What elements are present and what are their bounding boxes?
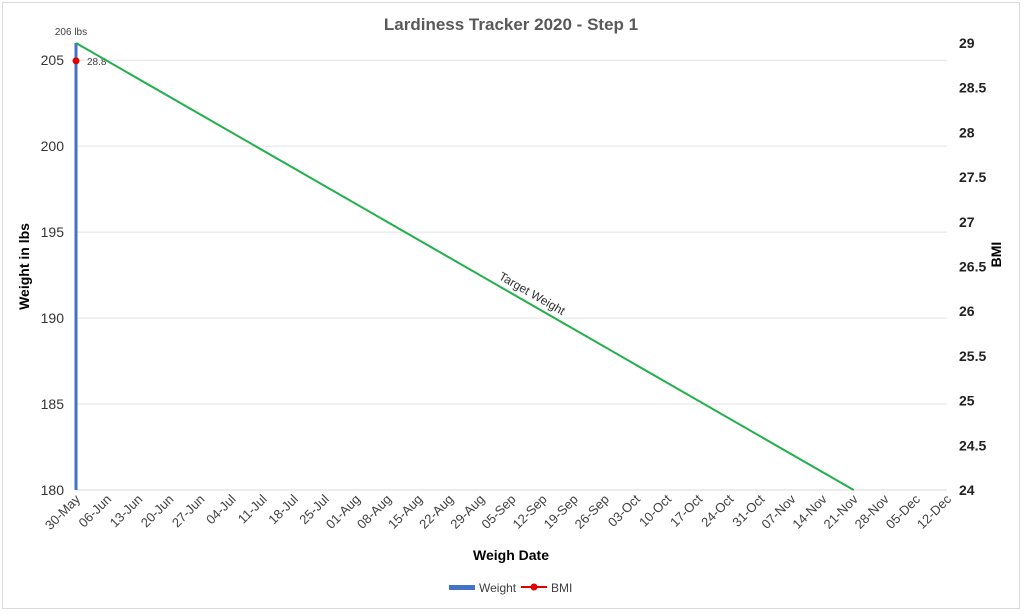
- y-axis-left-ticks: 205 200 195 190 185 180: [41, 52, 65, 498]
- x-tick-label: 10-Oct: [636, 491, 674, 529]
- y2-tick-label: 25: [959, 393, 975, 409]
- x-tick-label: 05-Sep: [478, 492, 518, 532]
- weight-data-label: 206 lbs: [55, 27, 87, 38]
- x-tick-label: 11-Jul: [235, 491, 270, 526]
- y-tick-label: 185: [41, 396, 65, 412]
- target-weight-line: [75, 42, 855, 491]
- x-tick-label: 13-Jun: [107, 492, 146, 531]
- bmi-data-label: 28.8: [87, 57, 107, 68]
- y2-tick-label: 29: [959, 35, 975, 51]
- bmi-point: [72, 57, 80, 65]
- x-axis-label: Weigh Date: [473, 547, 549, 563]
- y2-tick-label: 26.5: [959, 259, 986, 275]
- x-tick-label: 24-Oct: [698, 491, 736, 529]
- y-tick-label: 200: [41, 138, 65, 154]
- y2-tick-label: 24: [959, 482, 975, 498]
- x-tick-label: 01-Aug: [323, 492, 363, 532]
- y-tick-label: 180: [41, 482, 65, 498]
- y2-tick-label: 27.5: [959, 169, 986, 185]
- x-tick-label: 27-Jun: [169, 492, 208, 531]
- x-tick-label: 18-Jul: [265, 491, 301, 527]
- y2-tick-label: 28.5: [959, 80, 986, 96]
- x-tick-label: 17-Oct: [667, 491, 705, 529]
- legend-label: BMI: [551, 581, 572, 595]
- y-tick-label: 190: [41, 310, 65, 326]
- target-weight-label: Target Weight: [497, 269, 569, 318]
- x-tick-label: 29-Aug: [447, 492, 487, 532]
- x-tick-label: 26-Sep: [572, 492, 612, 532]
- x-tick-label: 15-Aug: [385, 492, 425, 532]
- weight-bar: [74, 43, 78, 490]
- y2-tick-label: 28: [959, 124, 975, 140]
- y-tick-label: 205: [41, 52, 65, 68]
- x-tick-label: 03-Oct: [605, 491, 643, 529]
- series-layer: 206 lbs 28.8 Target Weight: [55, 27, 855, 491]
- y-axis-right-ticks: 29 28.5 28 27.5 27 26.5 26 25.5 25 24.5 24: [959, 35, 986, 498]
- y2-tick-label: 27: [959, 214, 975, 230]
- x-tick-label: 08-Aug: [354, 492, 394, 532]
- y2-axis-label: BMI: [988, 242, 1004, 268]
- x-tick-label: 12-Dec: [914, 491, 955, 532]
- x-tick-label: 20-Jun: [138, 492, 177, 531]
- legend-weight-swatch: [449, 585, 475, 590]
- legend: Weight BMI: [449, 581, 572, 595]
- legend-label: Weight: [479, 581, 517, 595]
- x-tick-label: 22-Aug: [416, 492, 456, 532]
- y2-tick-label: 26: [959, 303, 975, 319]
- x-tick-label: 06-Jun: [76, 492, 115, 531]
- x-axis-ticks: 30-May06-Jun13-Jun20-Jun27-Jun04-Jul11-J…: [42, 491, 955, 533]
- x-tick-label: 19-Sep: [541, 492, 581, 532]
- x-tick-label: 12-Sep: [509, 492, 549, 532]
- y2-tick-label: 25.5: [959, 348, 986, 364]
- chart-title: Lardiness Tracker 2020 - Step 1: [384, 15, 638, 34]
- chart: Lardiness Tracker 2020 - Step 1 205 200 19…: [16, 15, 1004, 595]
- y-axis-label: Weight in lbs: [16, 223, 32, 310]
- legend-bmi-marker: [530, 583, 538, 591]
- x-tick-label: 04-Jul: [203, 491, 239, 527]
- y2-tick-label: 24.5: [959, 437, 986, 453]
- y-tick-label: 195: [41, 224, 65, 240]
